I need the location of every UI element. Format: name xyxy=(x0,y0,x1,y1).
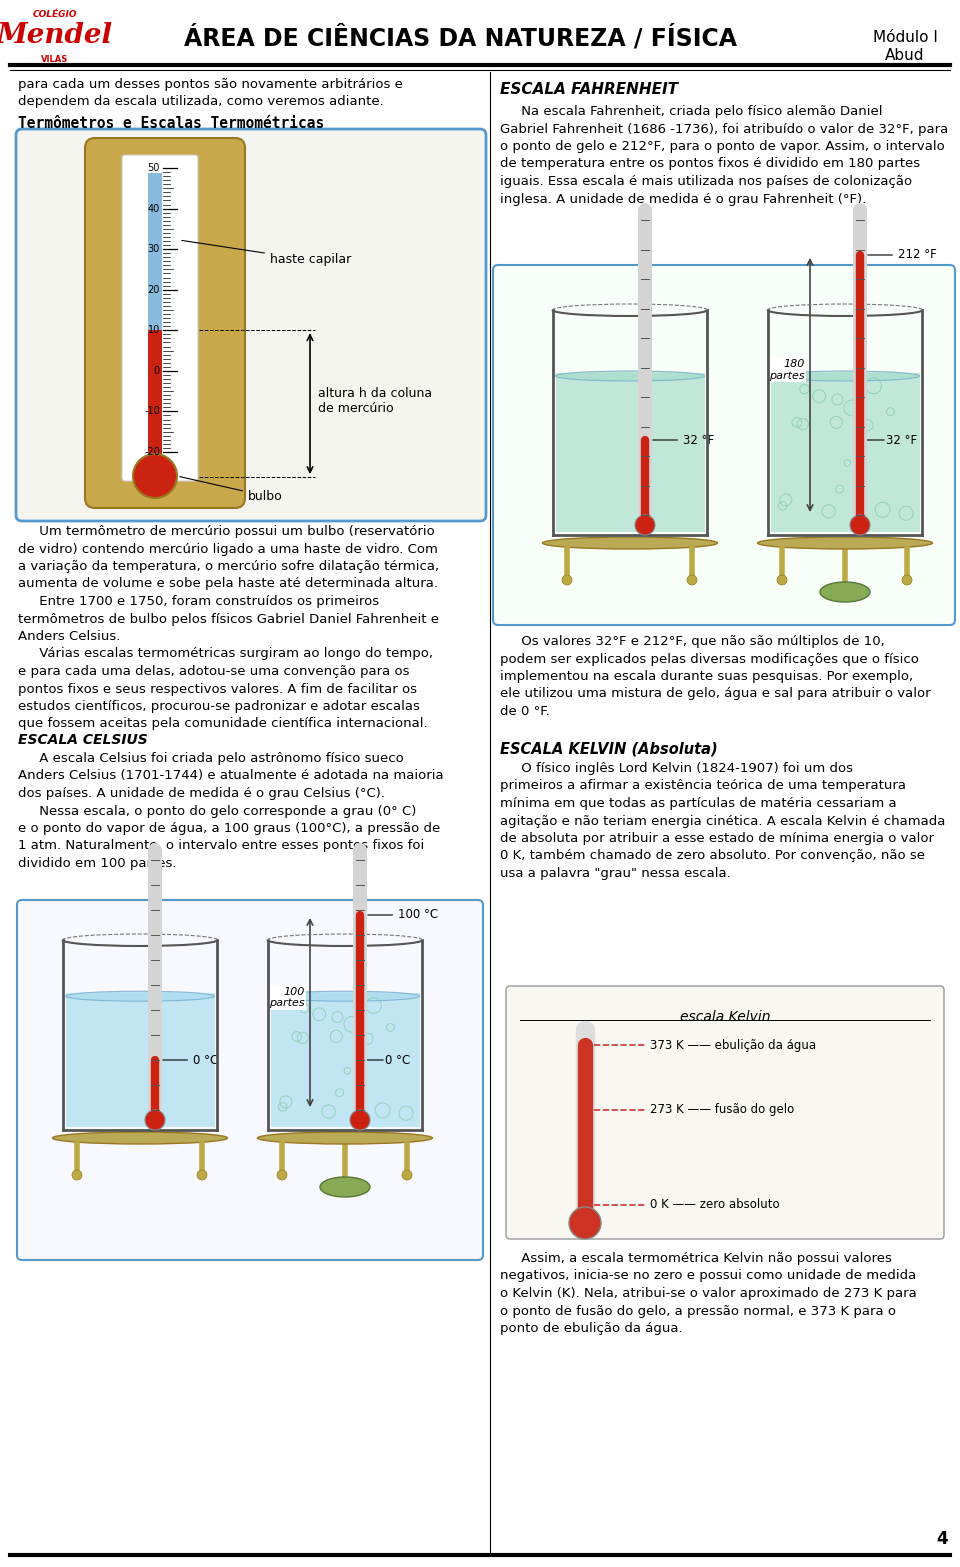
FancyBboxPatch shape xyxy=(85,138,245,508)
Text: 40: 40 xyxy=(148,204,160,213)
Bar xyxy=(556,373,705,533)
Ellipse shape xyxy=(542,537,717,548)
Bar xyxy=(148,331,162,462)
Ellipse shape xyxy=(65,992,214,1001)
Text: VILAS: VILAS xyxy=(41,55,68,64)
Circle shape xyxy=(850,516,870,534)
Circle shape xyxy=(569,1207,601,1239)
FancyBboxPatch shape xyxy=(493,265,955,625)
Text: 180
partes: 180 partes xyxy=(769,359,805,381)
Text: 0 °C: 0 °C xyxy=(385,1053,410,1067)
Text: -20: -20 xyxy=(144,447,160,458)
Ellipse shape xyxy=(271,992,420,1001)
Text: -10: -10 xyxy=(144,406,160,417)
Text: Mendel: Mendel xyxy=(0,22,113,49)
Text: 100 °C: 100 °C xyxy=(368,909,438,921)
Text: Abud: Abud xyxy=(885,47,924,63)
Ellipse shape xyxy=(771,371,920,381)
Text: Os valores 32°F e 212°F, que não são múltiplos de 10,
podem ser explicados pelas: Os valores 32°F e 212°F, que não são múl… xyxy=(500,635,930,718)
Circle shape xyxy=(402,1171,412,1180)
Ellipse shape xyxy=(820,581,870,602)
Text: 50: 50 xyxy=(148,163,160,172)
Circle shape xyxy=(687,575,697,584)
Circle shape xyxy=(562,575,572,584)
Text: 0: 0 xyxy=(154,365,160,376)
Ellipse shape xyxy=(257,1131,433,1144)
Text: para cada um desses pontos são novamente arbitrários e
dependem da escala utiliz: para cada um desses pontos são novamente… xyxy=(18,78,403,108)
Text: Um termômetro de mercúrio possui um bulbo (reservatório
de vidro) contendo mercú: Um termômetro de mercúrio possui um bulb… xyxy=(18,525,439,730)
Text: bulbo: bulbo xyxy=(180,476,283,503)
Circle shape xyxy=(350,1109,370,1130)
Text: ÁREA DE CIÊNCIAS DA NATUREZA / FÍSICA: ÁREA DE CIÊNCIAS DA NATUREZA / FÍSICA xyxy=(183,25,736,50)
Bar xyxy=(66,993,215,1127)
Ellipse shape xyxy=(320,1177,370,1197)
Text: O físico inglês Lord Kelvin (1824-1907) foi um dos
primeiros a afirmar a existên: O físico inglês Lord Kelvin (1824-1907) … xyxy=(500,762,946,881)
Text: 32 °F: 32 °F xyxy=(886,434,917,447)
Text: 30: 30 xyxy=(148,244,160,254)
Text: Na escala Fahrenheit, criada pelo físico alemão Daniel
Gabriel Fahrenheit (1686 : Na escala Fahrenheit, criada pelo físico… xyxy=(500,105,948,205)
Text: Assim, a escala termométrica Kelvin não possui valores
negativos, inicia-se no z: Assim, a escala termométrica Kelvin não … xyxy=(500,1252,917,1335)
Circle shape xyxy=(277,1171,287,1180)
Text: 100
partes: 100 partes xyxy=(270,987,305,1008)
FancyBboxPatch shape xyxy=(16,128,486,520)
FancyBboxPatch shape xyxy=(17,899,483,1260)
FancyBboxPatch shape xyxy=(122,155,198,481)
Circle shape xyxy=(133,454,177,498)
Text: escala Kelvin: escala Kelvin xyxy=(680,1011,770,1023)
Text: haste capilar: haste capilar xyxy=(181,240,351,266)
Text: 273 K —— fusão do gelo: 273 K —— fusão do gelo xyxy=(650,1103,794,1117)
Text: 4: 4 xyxy=(936,1529,948,1548)
Bar xyxy=(771,373,920,533)
Circle shape xyxy=(777,575,787,584)
Circle shape xyxy=(635,516,655,534)
Text: ESCALA KELVIN (Absoluta): ESCALA KELVIN (Absoluta) xyxy=(500,743,718,757)
Text: A escala Celsius foi criada pelo astrônomo físico sueco
Anders Celsius (1701-174: A escala Celsius foi criada pelo astrôno… xyxy=(18,752,444,870)
Text: Módulo I: Módulo I xyxy=(873,30,937,45)
FancyBboxPatch shape xyxy=(506,986,944,1239)
Text: 212 °F: 212 °F xyxy=(868,249,937,262)
Text: COLÉGIO: COLÉGIO xyxy=(33,9,77,19)
Text: 373 K —— ebulição da água: 373 K —— ebulição da água xyxy=(650,1039,816,1051)
Ellipse shape xyxy=(757,537,932,548)
Text: 0 K —— zero absoluto: 0 K —— zero absoluto xyxy=(650,1199,780,1211)
Circle shape xyxy=(197,1171,207,1180)
Circle shape xyxy=(72,1171,82,1180)
Bar xyxy=(271,993,420,1127)
Text: 10: 10 xyxy=(148,326,160,335)
Text: 0 °C: 0 °C xyxy=(163,1053,218,1067)
Ellipse shape xyxy=(556,371,705,381)
Circle shape xyxy=(145,1109,165,1130)
Circle shape xyxy=(902,575,912,584)
Text: 32 °F: 32 °F xyxy=(653,434,714,447)
Text: ESCALA CELSIUS: ESCALA CELSIUS xyxy=(18,733,148,747)
Bar xyxy=(148,172,162,331)
Text: 20: 20 xyxy=(148,285,160,295)
Ellipse shape xyxy=(53,1131,228,1144)
Text: altura h da coluna
de mercúrio: altura h da coluna de mercúrio xyxy=(318,387,432,415)
Text: Termômetros e Escalas Termométricas: Termômetros e Escalas Termométricas xyxy=(18,116,324,132)
Text: ESCALA FAHRENHEIT: ESCALA FAHRENHEIT xyxy=(500,81,678,97)
